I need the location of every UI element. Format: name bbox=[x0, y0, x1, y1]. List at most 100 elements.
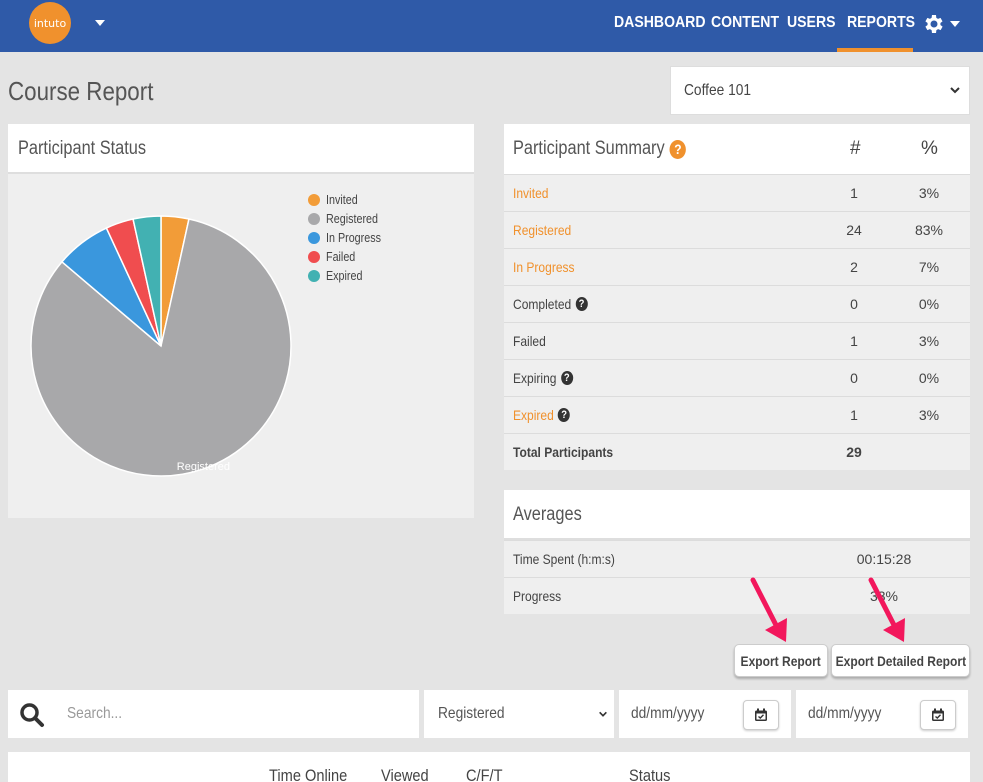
participant-summary-header: Participant Summary? # % bbox=[504, 124, 970, 174]
participant-summary-title: Participant Summary? bbox=[513, 138, 687, 160]
summary-row-invited: Invited 1 3% bbox=[504, 174, 970, 211]
summary-percent: 0% bbox=[918, 296, 940, 312]
chart-legend: Invited Registered In Progress Failed Expire… bbox=[308, 190, 390, 285]
search-icon bbox=[20, 703, 44, 727]
summary-row-expiring: Expiring? 0 0% bbox=[504, 359, 970, 396]
th-viewed[interactable]: Viewed bbox=[381, 766, 429, 782]
export-detailed-report-button[interactable]: Export Detailed Report bbox=[831, 644, 970, 677]
th-status[interactable]: Status bbox=[629, 766, 671, 782]
pie-slice-expired[interactable] bbox=[132, 215, 162, 347]
help-icon[interactable]: ? bbox=[575, 297, 588, 311]
calendar-icon bbox=[932, 708, 944, 721]
summary-percent: 0% bbox=[918, 370, 940, 386]
legend-swatch bbox=[308, 193, 320, 206]
summary-label-expiring: Expiring? bbox=[513, 370, 573, 386]
summary-label-invited[interactable]: Invited bbox=[513, 185, 549, 201]
legend-label: Invited bbox=[326, 192, 358, 207]
help-icon[interactable]: ? bbox=[560, 371, 573, 385]
summary-label-expiring-text: Expiring bbox=[513, 370, 557, 386]
nav-reports[interactable]: REPORTS bbox=[847, 14, 916, 31]
summary-row-in-progress: In Progress 2 7% bbox=[504, 248, 970, 285]
averages-header: Averages bbox=[504, 490, 970, 540]
intuto-logo[interactable]: intuto bbox=[29, 2, 71, 44]
nav-dashboard[interactable]: DASHBOARD bbox=[614, 14, 706, 31]
summary-label-in-progress[interactable]: In Progress bbox=[513, 259, 575, 275]
summary-count: 1 bbox=[850, 185, 858, 201]
course-select-value: Coffee 101 bbox=[684, 82, 752, 99]
averages-panel: Averages Time Spent (h:m:s) 00:15:28 Pro… bbox=[504, 490, 970, 614]
summary-label-expired-text[interactable]: Expired bbox=[513, 407, 554, 423]
nav-content[interactable]: CONTENT bbox=[711, 14, 780, 31]
legend-swatch bbox=[308, 269, 320, 282]
status-filter-select[interactable]: Registered bbox=[424, 690, 614, 738]
export-report-button[interactable]: Export Report bbox=[734, 644, 828, 677]
legend-label: Failed bbox=[326, 249, 356, 264]
th-cft[interactable]: C/F/T bbox=[466, 766, 503, 782]
page-title: Course Report bbox=[8, 76, 154, 106]
legend-label: In Progress bbox=[326, 230, 381, 245]
status-filter-value: Registered bbox=[438, 705, 505, 722]
summary-label-total: Total Participants bbox=[513, 444, 614, 460]
averages-label: Time Spent (h:m:s) bbox=[513, 551, 615, 567]
averages-value: 00:15:28 bbox=[856, 551, 912, 567]
pie-slice-registered[interactable] bbox=[30, 218, 292, 477]
search-box[interactable]: Search... bbox=[8, 690, 419, 738]
participant-status-title: Participant Status bbox=[18, 138, 147, 159]
date-to-field[interactable]: dd/mm/yyyy bbox=[796, 690, 968, 738]
legend-swatch bbox=[308, 212, 320, 225]
legend-item-invited[interactable]: Invited bbox=[308, 190, 390, 209]
legend-item-registered[interactable]: Registered bbox=[308, 209, 390, 228]
calendar-icon bbox=[755, 708, 767, 721]
summary-count: 0 bbox=[850, 296, 858, 312]
course-select[interactable]: Coffee 101 bbox=[670, 66, 970, 115]
legend-label: Registered bbox=[326, 211, 378, 226]
summary-percent: 3% bbox=[918, 185, 940, 201]
summary-row-expired: Expired? 1 3% bbox=[504, 396, 970, 433]
summary-row-completed: Completed? 0 0% bbox=[504, 285, 970, 322]
participant-summary-title-text: Participant Summary bbox=[513, 138, 665, 159]
summary-count: 1 bbox=[850, 407, 858, 423]
chevron-down-icon bbox=[599, 711, 607, 717]
nav-users[interactable]: USERS bbox=[787, 14, 836, 31]
th-time-online[interactable]: Time Online bbox=[269, 766, 348, 782]
date-to-input[interactable]: dd/mm/yyyy bbox=[808, 705, 882, 722]
pie-slice-label: Registered bbox=[177, 461, 230, 473]
participants-table: Time Online Viewed C/F/T Status bbox=[8, 752, 970, 782]
summary-count: 2 bbox=[850, 259, 858, 275]
averages-label: Progress bbox=[513, 588, 562, 604]
legend-item-expired[interactable]: Expired bbox=[308, 266, 390, 285]
summary-row-total: Total Participants 29 bbox=[504, 433, 970, 470]
averages-row-time-spent: Time Spent (h:m:s) 00:15:28 bbox=[504, 540, 970, 577]
help-icon[interactable]: ? bbox=[558, 408, 571, 422]
settings-caret-down-icon[interactable] bbox=[950, 21, 960, 27]
participant-status-header: Participant Status bbox=[8, 124, 474, 174]
legend-swatch bbox=[308, 250, 320, 263]
averages-row-progress: Progress 33% bbox=[504, 577, 970, 614]
legend-item-failed[interactable]: Failed bbox=[308, 247, 390, 266]
export-detailed-report-label: Export Detailed Report bbox=[835, 652, 966, 669]
summary-count: 1 bbox=[850, 333, 858, 349]
averages-title: Averages bbox=[513, 504, 582, 525]
summary-label-completed: Completed? bbox=[513, 296, 588, 312]
summary-percent: 3% bbox=[918, 407, 940, 423]
summary-label-completed-text: Completed bbox=[513, 296, 572, 312]
legend-item-in-progress[interactable]: In Progress bbox=[308, 228, 390, 247]
help-icon[interactable]: ? bbox=[669, 139, 687, 159]
date-to-calendar-button[interactable] bbox=[920, 700, 956, 730]
nav-active-indicator bbox=[837, 48, 913, 52]
summary-row-failed: Failed 1 3% bbox=[504, 322, 970, 359]
summary-count: 24 bbox=[846, 222, 862, 238]
legend-swatch bbox=[308, 231, 320, 244]
gear-icon[interactable] bbox=[922, 12, 946, 36]
date-from-input[interactable]: dd/mm/yyyy bbox=[631, 705, 705, 722]
chevron-down-icon bbox=[950, 87, 960, 94]
date-from-field[interactable]: dd/mm/yyyy bbox=[619, 690, 791, 738]
summary-label-expired: Expired? bbox=[513, 407, 571, 423]
logo-text: intuto bbox=[33, 16, 67, 30]
logo-caret-down-icon[interactable] bbox=[95, 20, 105, 26]
export-report-label: Export Report bbox=[740, 652, 822, 669]
summary-label-registered[interactable]: Registered bbox=[513, 222, 572, 238]
date-from-calendar-button[interactable] bbox=[743, 700, 779, 730]
search-input[interactable]: Search... bbox=[67, 705, 123, 722]
summary-percent: 3% bbox=[918, 333, 940, 349]
